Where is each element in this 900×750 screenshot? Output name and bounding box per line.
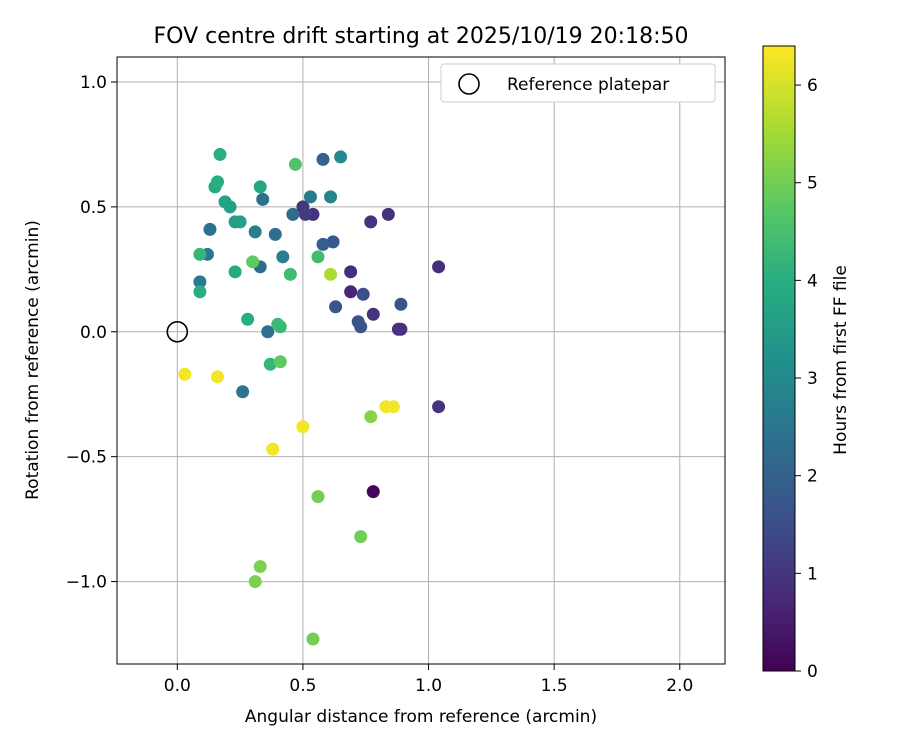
data-point [298, 207, 312, 221]
data-point [432, 400, 446, 414]
reference-point [166, 320, 189, 343]
data-point [256, 192, 270, 206]
data-point [193, 275, 207, 289]
data-point [253, 560, 267, 574]
data-point [236, 385, 250, 399]
data-point [303, 190, 317, 204]
data-point [228, 265, 242, 279]
data-point [253, 180, 267, 194]
data-point [193, 285, 207, 299]
data-point [356, 287, 370, 301]
data-point [203, 222, 217, 236]
colorbar: 0 1 2 3 4 5 6 Hours from first FF file [762, 45, 851, 682]
legend: Reference platepar [440, 63, 716, 103]
data-point [261, 325, 275, 339]
data-point [288, 157, 302, 171]
y-tick-label: −0.5 [66, 448, 107, 468]
colorbar-gradient [762, 45, 796, 672]
data-point [391, 322, 405, 336]
scatter-points [178, 147, 446, 646]
data-point [311, 490, 325, 504]
data-point [326, 235, 340, 249]
legend-box [440, 63, 716, 103]
data-point [248, 225, 262, 239]
data-point [193, 247, 207, 261]
data-point [394, 297, 408, 311]
data-point [178, 367, 192, 381]
data-point [316, 152, 330, 166]
legend-label: Reference platepar [507, 75, 669, 95]
data-point [283, 267, 297, 281]
data-point [329, 300, 343, 314]
data-point [273, 320, 287, 334]
colorbar-tick-label: 0 [807, 662, 818, 682]
data-point [296, 420, 310, 434]
colorbar-ticks: 0 1 2 3 4 5 6 [795, 76, 818, 682]
grid [117, 57, 725, 664]
colorbar-tick-label: 5 [807, 174, 818, 194]
data-point [364, 215, 378, 229]
y-axis-label: Rotation from reference (arcmin) [23, 220, 43, 500]
x-tick-label: 0.5 [289, 676, 316, 696]
data-point [241, 312, 255, 326]
data-point [263, 357, 277, 371]
y-tick-label: 1.0 [80, 73, 107, 93]
colorbar-tick-label: 1 [807, 564, 818, 584]
data-point [324, 267, 338, 281]
colorbar-tick-label: 4 [807, 271, 818, 291]
legend-marker-icon [458, 73, 480, 95]
chart-title: FOV centre drift starting at 2025/10/19 … [154, 24, 689, 49]
data-point [364, 410, 378, 424]
data-point [210, 370, 224, 384]
data-point [273, 355, 287, 369]
colorbar-tick-label: 2 [807, 467, 818, 487]
data-point [334, 150, 348, 164]
x-tick-label: 0.0 [164, 676, 191, 696]
x-axis: 0.0 0.5 1.0 1.5 2.0 [164, 664, 693, 696]
data-point [311, 250, 325, 264]
x-tick-label: 1.0 [415, 676, 442, 696]
data-point [246, 255, 260, 269]
y-axis: 1.0 0.5 0.0 −0.5 −1.0 [66, 73, 117, 593]
data-point [286, 207, 300, 221]
data-point [344, 285, 358, 299]
y-tick-label: −1.0 [66, 573, 107, 593]
data-point [432, 260, 446, 274]
data-point [354, 530, 368, 544]
colorbar-label: Hours from first FF file [831, 265, 851, 455]
data-point [344, 265, 358, 279]
data-point [218, 195, 232, 209]
data-point [213, 147, 227, 161]
data-point [266, 442, 280, 456]
data-point [366, 485, 380, 499]
colorbar-tick-label: 6 [807, 76, 818, 96]
data-point [381, 207, 395, 221]
y-tick-label: 0.5 [80, 198, 107, 218]
data-point [248, 575, 262, 589]
data-point [268, 227, 282, 241]
data-point [306, 632, 320, 646]
y-tick-label: 0.0 [80, 323, 107, 343]
x-tick-label: 2.0 [666, 676, 693, 696]
data-point [386, 400, 400, 414]
colorbar-tick-label: 3 [807, 369, 818, 389]
data-point [316, 237, 330, 251]
data-point [324, 190, 338, 204]
x-tick-label: 1.5 [541, 676, 568, 696]
data-point [276, 250, 290, 264]
data-point [210, 175, 224, 189]
plot-frame [116, 56, 726, 665]
data-point [354, 320, 368, 334]
data-point [233, 215, 247, 229]
data-point [366, 307, 380, 321]
x-axis-label: Angular distance from reference (arcmin) [245, 707, 597, 727]
